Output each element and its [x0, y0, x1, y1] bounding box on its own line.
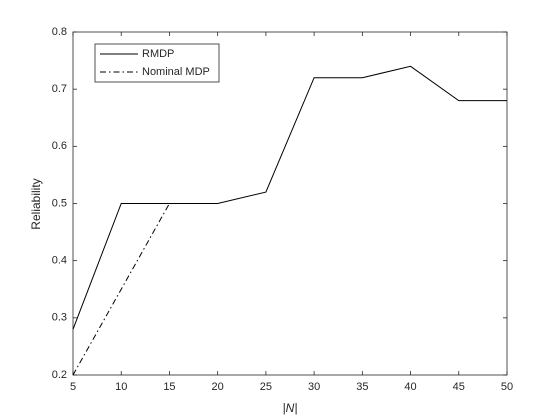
x-tick-label: 40	[404, 381, 416, 393]
x-tick-label: 10	[115, 381, 127, 393]
x-axis-label: |N|	[283, 401, 298, 415]
y-tick-label: 0.5	[52, 197, 67, 209]
y-tick-label: 0.3	[52, 312, 67, 324]
x-tick-label: 5	[70, 381, 76, 393]
legend-box	[94, 43, 220, 83]
x-tick-label: 45	[453, 381, 465, 393]
legend-label: Nominal MDP	[142, 66, 210, 78]
x-tick-label: 25	[260, 381, 272, 393]
line-series	[72, 65, 507, 330]
x-tick-label: 35	[356, 381, 368, 393]
legend-label: RMDP	[142, 48, 174, 60]
y-tick-label: 0.6	[52, 140, 67, 152]
x-tick-label: 30	[308, 381, 320, 393]
y-tick-label: 0.7	[52, 83, 67, 95]
x-tick-label: 50	[501, 381, 513, 393]
y-axis-label: Reliability	[29, 178, 43, 229]
y-tick-label: 0.2	[52, 369, 67, 381]
line-series	[72, 203, 170, 376]
y-tick-label: 0.4	[52, 255, 67, 267]
y-tick-label: 0.8	[52, 26, 67, 38]
x-tick-label: 15	[163, 381, 175, 393]
x-tick-label: 20	[212, 381, 224, 393]
